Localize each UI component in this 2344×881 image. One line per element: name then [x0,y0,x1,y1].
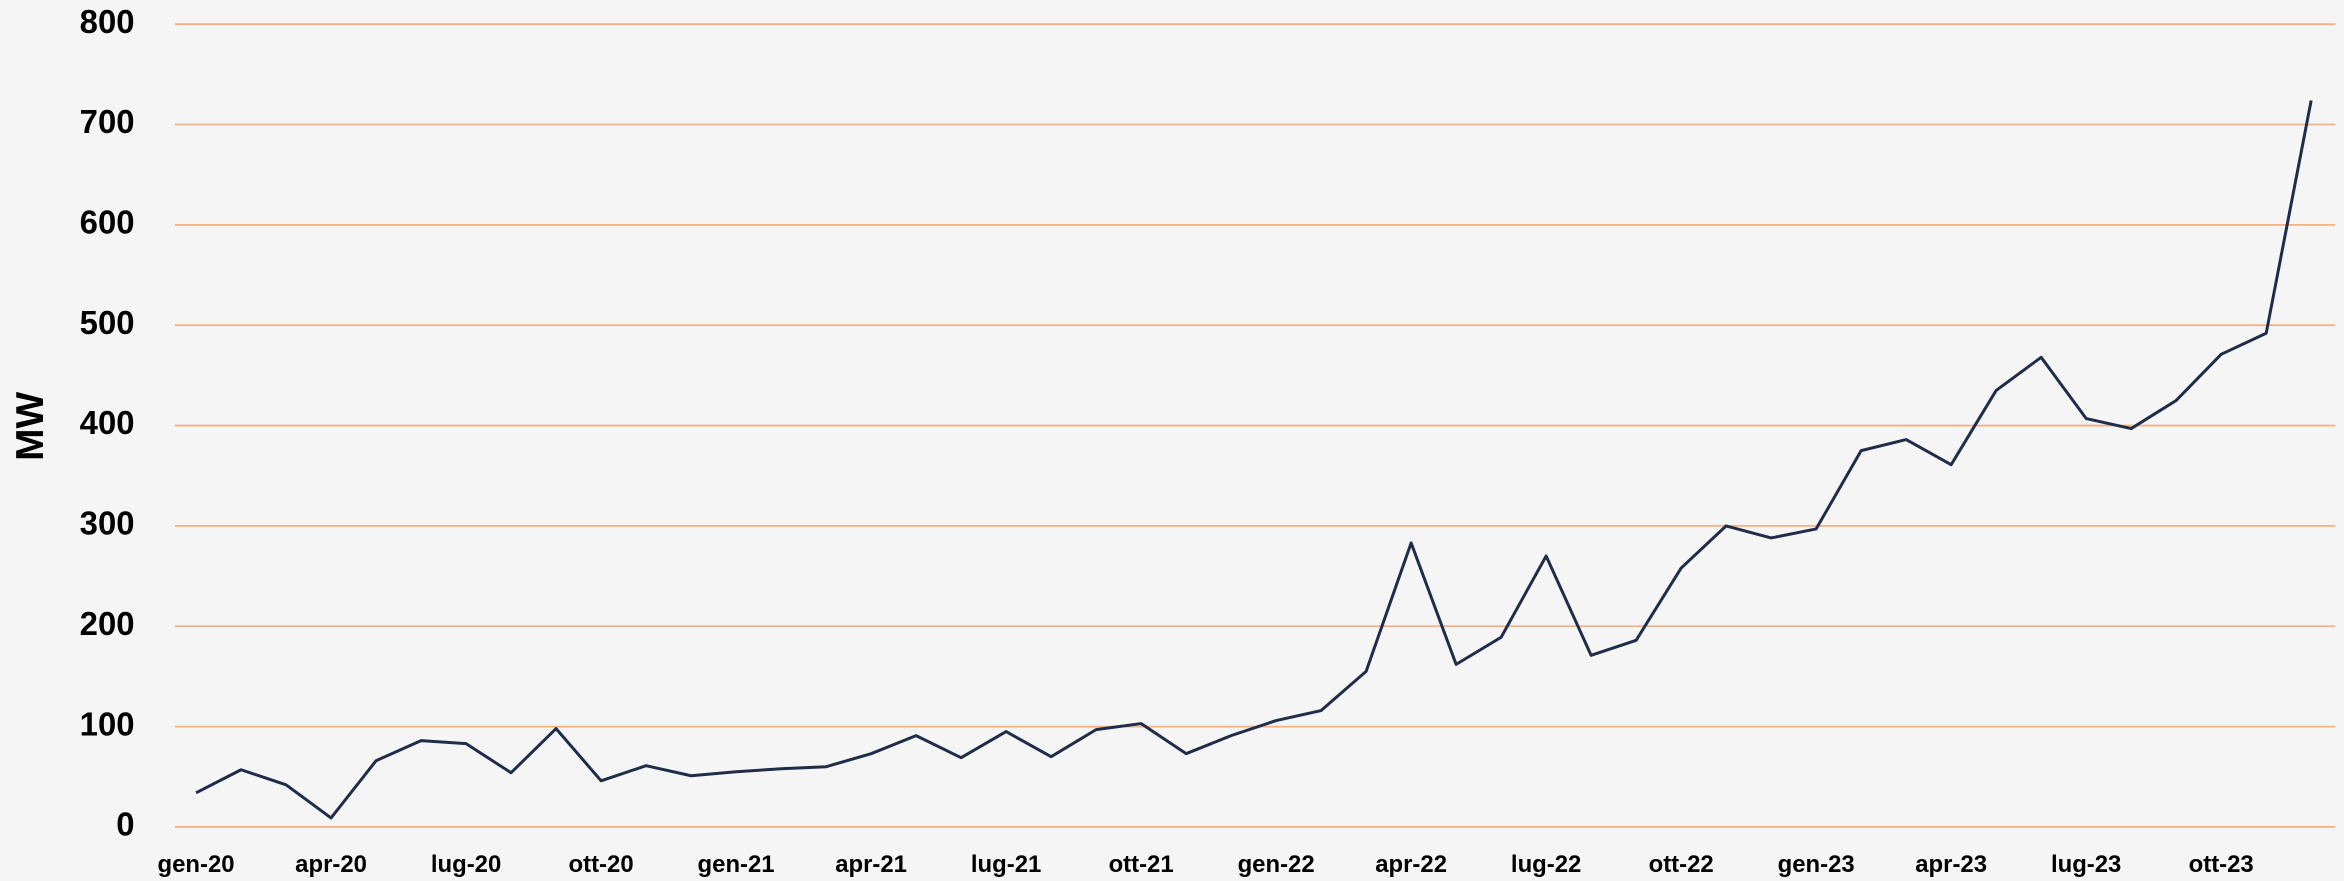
x-tick-label: lug-21 [971,851,1041,878]
y-axis-label: MW [9,391,52,460]
x-tick-label: apr-23 [1915,851,1987,878]
y-tick-label: 300 [80,505,135,542]
y-tick-label: 500 [80,304,135,341]
x-tick-label: apr-22 [1375,851,1447,878]
x-tick-label: ott-23 [2189,851,2254,878]
y-tick-label: 100 [80,705,135,742]
x-tick-label: lug-20 [431,851,501,878]
x-tick-label: lug-22 [1511,851,1581,878]
y-tick-label: 700 [80,103,135,140]
x-tick-label: ott-20 [569,851,634,878]
x-tick-label: gen-23 [1778,851,1855,878]
y-tick-label: 400 [80,404,135,441]
line [195,100,2313,820]
x-tick-label: apr-20 [295,851,367,878]
y-tick-label: 600 [80,204,135,241]
y-tick-label: 0 [116,806,134,843]
x-tick-label: apr-21 [835,851,907,878]
x-tick-label: ott-22 [1649,851,1714,878]
x-tick-label: lug-23 [2051,851,2121,878]
x-tick-label: gen-20 [158,851,235,878]
x-tick-label: gen-22 [1238,851,1315,878]
y-tick-label: 200 [80,605,135,642]
x-tick-label: ott-21 [1109,851,1174,878]
x-tick-label: gen-21 [698,851,775,878]
y-tick-label: 800 [80,3,135,40]
